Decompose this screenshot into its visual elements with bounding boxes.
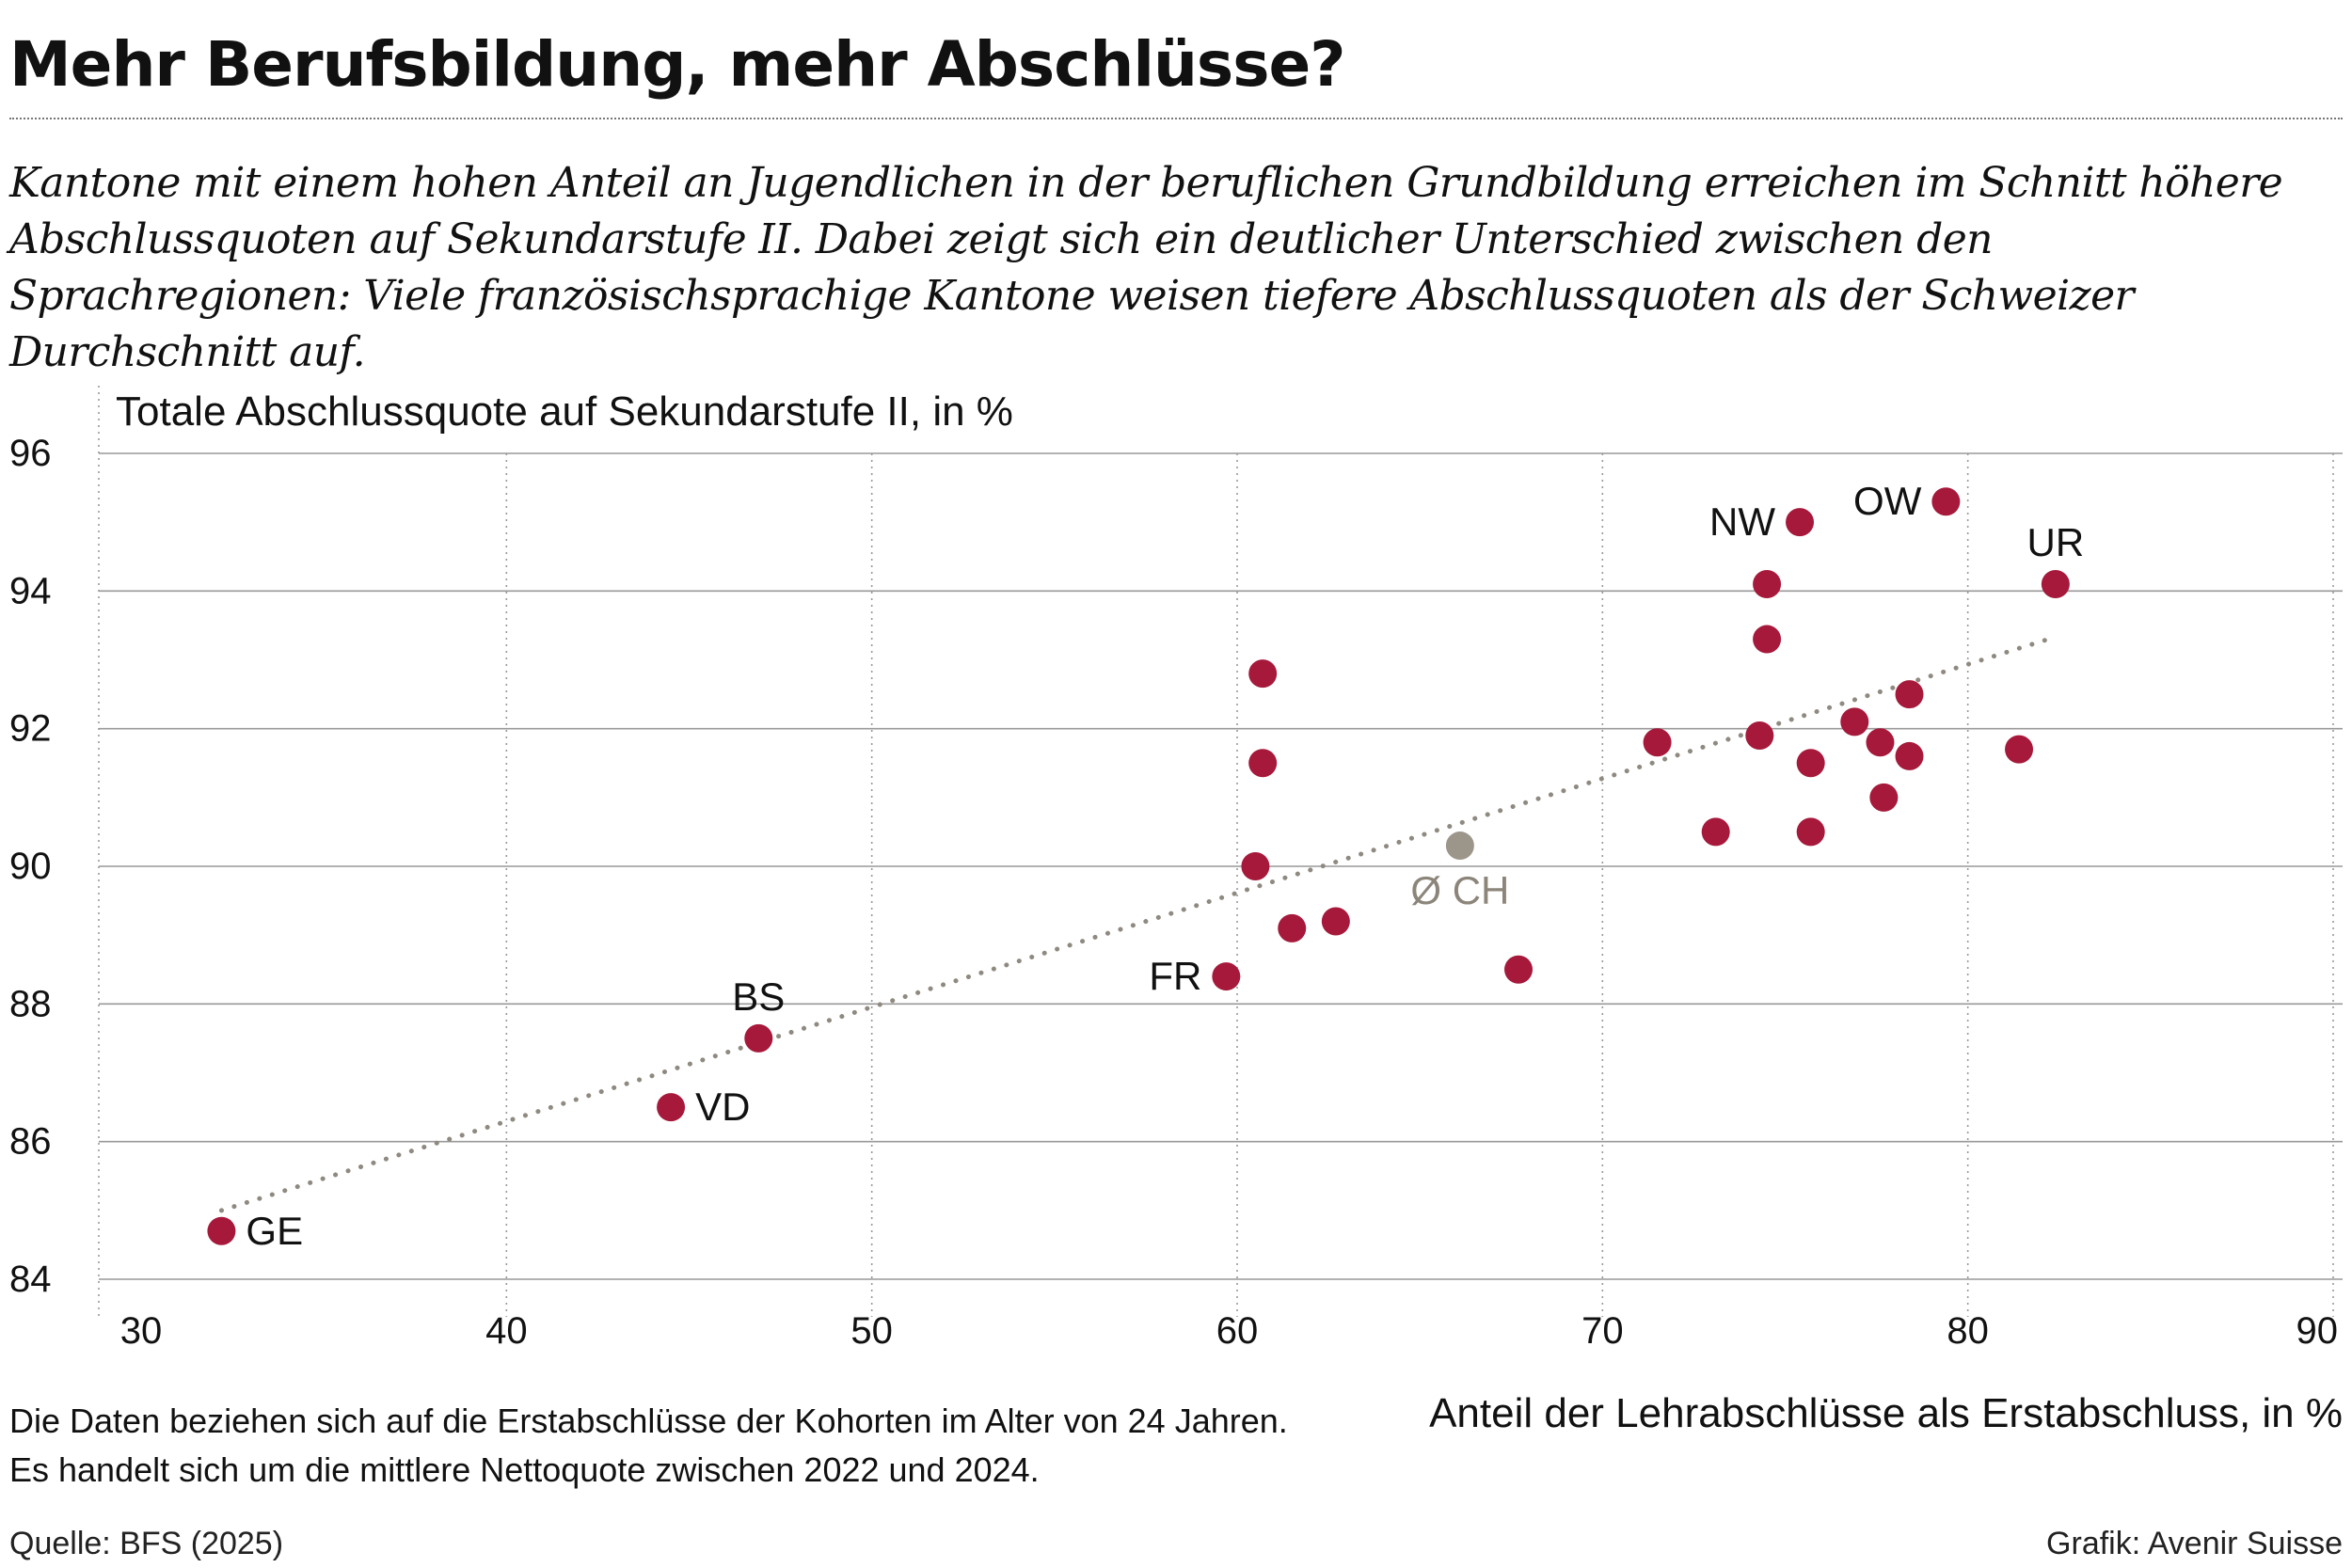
x-tick-label-90: 90 [2296, 1310, 2339, 1352]
point-9 [1504, 955, 1534, 984]
point-label-ow: OW [1853, 479, 1922, 523]
point-16 [1796, 749, 1825, 778]
credit-note: Grafik: Avenir Suisse [2046, 1526, 2343, 1561]
source-note: Quelle: BFS (2025) [9, 1526, 284, 1561]
point-label-ge: GE [246, 1209, 303, 1253]
y-tick-label-90: 90 [9, 846, 52, 887]
y-tick-label-96: 96 [9, 433, 52, 474]
point-8 [1321, 907, 1350, 936]
point-average-ch [1445, 832, 1474, 861]
trendline [218, 637, 2051, 1213]
point-bs [744, 1023, 773, 1053]
x-tick-label-30: 30 [120, 1310, 163, 1352]
chart-subtitle: Kantone mit einem hohen Anteil an Jugend… [9, 159, 2283, 376]
point-fr [1212, 962, 1241, 991]
y-tick-label-94: 94 [9, 570, 52, 611]
data-note-line-1: Die Daten beziehen sich auf die Erstabsc… [9, 1402, 1288, 1440]
point-12 [1745, 721, 1774, 750]
y-axis-label: Totale Abschlussquote auf Sekundarstufe … [116, 388, 1013, 435]
x-tick-label-70: 70 [1581, 1310, 1624, 1352]
point-nw [1786, 508, 1815, 537]
x-tick-label-50: 50 [850, 1310, 893, 1352]
point-ur [2041, 570, 2070, 599]
point-label-nw: NW [1709, 499, 1775, 544]
point-labels: GE VD BS FR NW OW UR Ø CH [246, 479, 2084, 1253]
point-24 [2005, 735, 2034, 764]
point-17 [1796, 817, 1825, 847]
x-tick-label-80: 80 [1947, 1310, 1989, 1352]
point-10 [1643, 728, 1672, 757]
y-tick-label-84: 84 [9, 1259, 52, 1300]
tick-labels: 84 86 88 90 92 94 96 30 40 50 60 70 80 90 [9, 433, 2338, 1352]
point-14 [1753, 625, 1782, 654]
point-ow [1931, 487, 1961, 516]
data-points [207, 487, 2070, 1245]
point-label-ur: UR [2027, 520, 2085, 564]
point-19 [1866, 728, 1895, 757]
point-13 [1753, 570, 1782, 599]
chart-title: Mehr Berufsbildung, mehr Abschlüsse? [9, 28, 1346, 101]
data-note-line-2: Es handelt sich um die mittlere Nettoquo… [9, 1450, 1040, 1489]
point-label-average-ch: Ø CH [1410, 868, 1509, 912]
data-note: Die Daten beziehen sich auf die Erstabsc… [9, 1397, 1288, 1495]
y-tick-label-88: 88 [9, 983, 52, 1024]
y-tick-label-92: 92 [9, 708, 52, 750]
point-4 [1241, 852, 1270, 880]
point-6 [1248, 749, 1278, 778]
point-ge [207, 1216, 236, 1245]
point-label-vd: VD [695, 1085, 750, 1129]
point-20 [1869, 783, 1899, 812]
point-11 [1701, 817, 1730, 847]
point-22 [1895, 741, 1924, 770]
point-7 [1278, 913, 1307, 942]
point-vd [657, 1093, 686, 1122]
y-tick-label-86: 86 [9, 1121, 52, 1163]
point-18 [1840, 707, 1869, 736]
point-label-fr: FR [1149, 954, 1201, 998]
point-5 [1248, 659, 1278, 689]
x-tick-label-40: 40 [485, 1310, 528, 1352]
point-21 [1895, 680, 1924, 709]
x-axis-label: Anteil der Lehrabschlüsse als Erstabschl… [1429, 1390, 2343, 1436]
title-divider [9, 118, 2343, 119]
point-label-bs: BS [732, 974, 785, 1019]
grid-lines [98, 386, 2343, 1317]
x-tick-label-60: 60 [1216, 1310, 1259, 1352]
